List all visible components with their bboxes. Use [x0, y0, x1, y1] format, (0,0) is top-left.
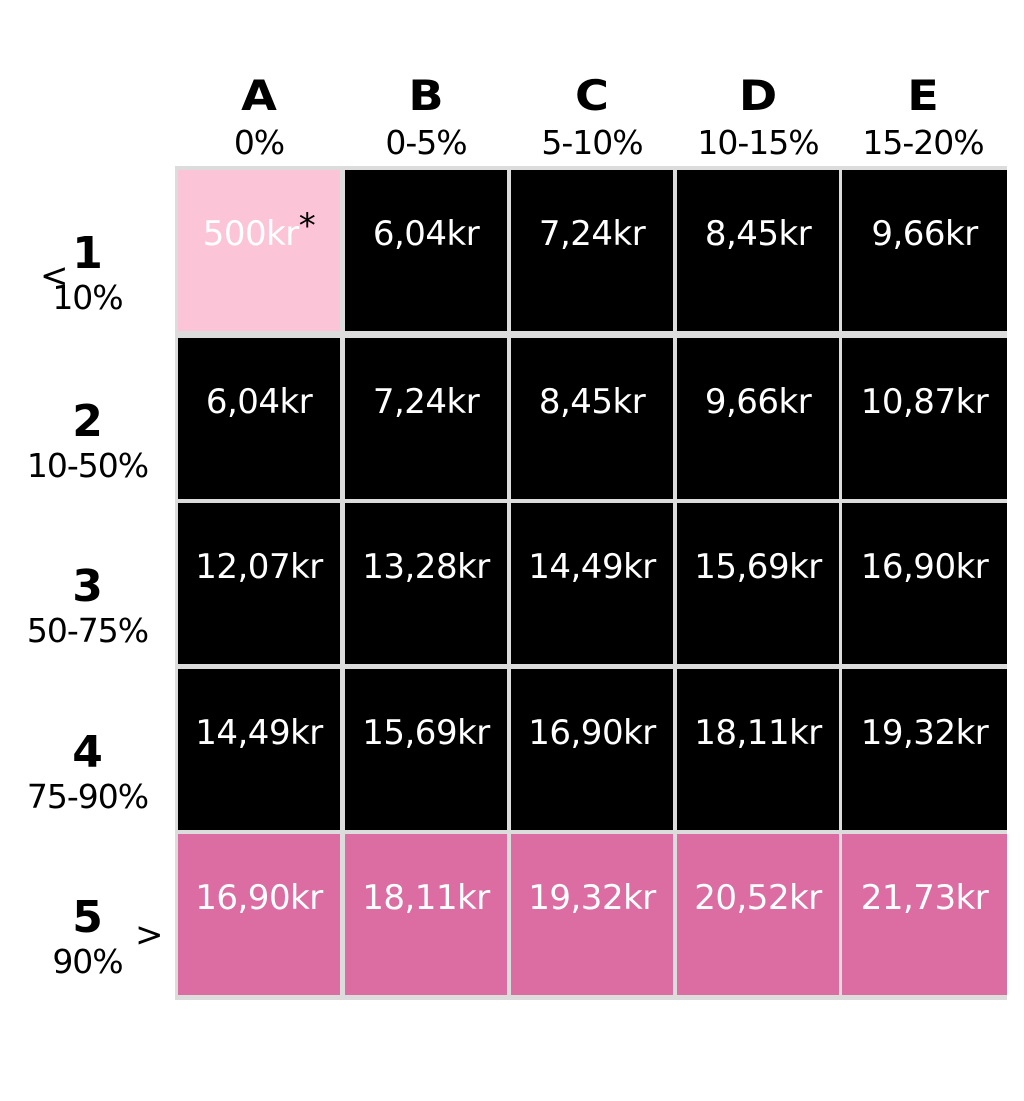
price-value: 19,32kr	[860, 713, 989, 753]
price-cell-c1: 7,24kr	[511, 170, 673, 331]
price-cell-c5: 19,32kr	[511, 834, 673, 995]
column-range: 0-5%	[385, 123, 467, 162]
row-number: 4	[72, 727, 103, 778]
footnote-asterisk: *	[298, 206, 316, 246]
price-cell-a2: 6,04kr	[178, 338, 340, 499]
row-header-4: 4 75-90%	[0, 729, 175, 817]
row-header-3: 3 50-75%	[0, 563, 175, 651]
column-letter: C	[575, 71, 609, 120]
row-range: 10-50%	[26, 446, 149, 485]
right-chevron-icon: >	[135, 915, 164, 955]
price-cell-e3: 16,90kr	[842, 503, 1007, 664]
price-grid: 500kr* 6,04kr 7,24kr 8,45kr 9,66kr 6,04kr 7,24…	[175, 166, 1007, 1000]
price-value: 14,49kr	[195, 713, 323, 753]
price-value: 9,66kr	[704, 382, 812, 422]
price-value: 20,52kr	[694, 878, 822, 918]
price-value: 18,11kr	[362, 878, 490, 918]
price-cell-c2: 8,45kr	[511, 338, 673, 499]
column-letter: D	[738, 71, 778, 120]
price-value: 7,24kr	[372, 382, 480, 422]
column-header-e: E 15-20%	[842, 70, 1004, 164]
price-cell-b4: 15,69kr	[345, 669, 507, 830]
row-number: 2	[72, 396, 103, 447]
price-cell-b5: 18,11kr	[345, 834, 507, 995]
price-value: 13,28kr	[362, 547, 490, 587]
price-cell-a5: 16,90kr	[178, 834, 340, 995]
price-cell-e2: 10,87kr	[842, 338, 1007, 499]
price-value: 16,90kr	[528, 713, 656, 753]
price-value: 6,04kr	[205, 382, 313, 422]
row-range: 50-75%	[26, 611, 149, 650]
column-range: 5-10%	[541, 123, 643, 162]
price-value: 16,90kr	[860, 547, 989, 587]
row-number: 5	[72, 892, 103, 943]
column-range: 15-20%	[862, 123, 984, 162]
price-cell-d5: 20,52kr	[677, 834, 839, 995]
price-cell-a1: 500kr*	[178, 170, 340, 331]
price-cell-a4: 14,49kr	[178, 669, 340, 830]
price-cell-c3: 14,49kr	[511, 503, 673, 664]
price-value: 19,32kr	[528, 878, 656, 918]
price-value: 7,24kr	[538, 214, 646, 254]
price-value: 21,73kr	[860, 878, 989, 918]
left-chevron-icon: <	[40, 256, 69, 296]
price-value: 15,69kr	[362, 713, 490, 753]
price-value: 10,87kr	[860, 382, 989, 422]
column-range: 0%	[233, 123, 285, 162]
column-header-c: C 5-10%	[511, 70, 673, 164]
price-value: 9,66kr	[871, 214, 978, 254]
row-header-1: 1 10%	[0, 230, 175, 318]
row-number: 1	[72, 228, 103, 279]
column-header-d: D 10-15%	[677, 70, 839, 164]
price-value: 6,04kr	[372, 214, 480, 254]
price-cell-d4: 18,11kr	[677, 669, 839, 830]
price-value: 8,45kr	[538, 382, 646, 422]
price-value: 15,69kr	[694, 547, 822, 587]
row-range: 90%	[52, 942, 123, 981]
price-cell-b3: 13,28kr	[345, 503, 507, 664]
row-header-5: 5 90%	[0, 894, 175, 982]
price-cell-d2: 9,66kr	[677, 338, 839, 499]
price-cell-e1: 9,66kr	[842, 170, 1007, 331]
price-cell-c4: 16,90kr	[511, 669, 673, 830]
column-header-a: A 0%	[178, 70, 340, 164]
price-cell-e4: 19,32kr	[842, 669, 1007, 830]
row-header-2: 2 10-50%	[0, 398, 175, 486]
price-cell-a3: 12,07kr	[178, 503, 340, 664]
row-range: 75-90%	[26, 777, 149, 816]
column-letter: E	[907, 71, 939, 120]
price-cell-d3: 15,69kr	[677, 503, 839, 664]
column-range: 10-15%	[697, 123, 819, 162]
price-value: 18,11kr	[694, 713, 822, 753]
column-letter: B	[408, 71, 444, 120]
price-cell-b1: 6,04kr	[345, 170, 507, 331]
price-value: 8,45kr	[704, 214, 812, 254]
column-header-b: B 0-5%	[345, 70, 507, 164]
price-value: 12,07kr	[195, 547, 323, 587]
price-value: 16,90kr	[195, 878, 323, 918]
column-letter: A	[241, 71, 277, 120]
row-number: 3	[72, 561, 103, 612]
row-range: 10%	[52, 278, 123, 317]
price-cell-d1: 8,45kr	[677, 170, 839, 331]
price-cell-b2: 7,24kr	[345, 338, 507, 499]
price-value: 14,49kr	[528, 547, 656, 587]
price-value: 500kr	[202, 214, 300, 254]
price-cell-e5: 21,73kr	[842, 834, 1007, 995]
